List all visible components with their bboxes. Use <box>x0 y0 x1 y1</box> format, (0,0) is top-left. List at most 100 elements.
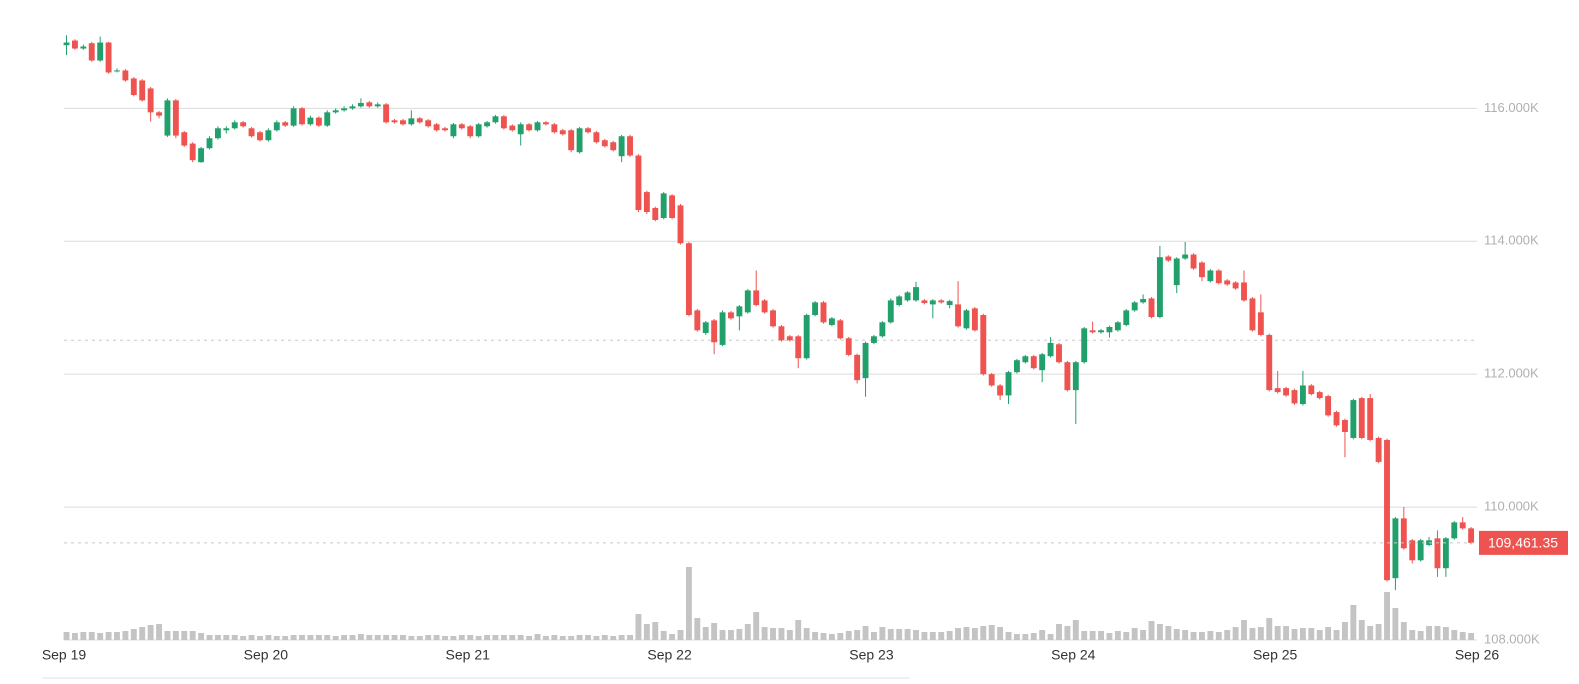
volume-bar <box>1199 632 1205 640</box>
volume-bar <box>1005 632 1012 640</box>
volume-bar <box>963 627 970 640</box>
candle-body <box>181 132 188 146</box>
candle-body <box>257 132 263 141</box>
volume-bar <box>500 635 507 640</box>
candle-body <box>585 128 591 133</box>
candle-body <box>795 336 802 359</box>
volume-bar <box>1182 630 1189 640</box>
volume-bar <box>231 635 238 640</box>
candle-body <box>694 310 701 331</box>
y-tick-label: 114.000K <box>1484 233 1539 248</box>
candle-body <box>484 122 491 127</box>
candle-body <box>971 308 978 331</box>
candle-body <box>164 100 171 136</box>
volume-bar <box>484 635 491 640</box>
volume-bar <box>1442 627 1449 640</box>
candle-body <box>332 110 339 113</box>
volume-bar <box>1266 618 1273 640</box>
volume-bar <box>803 628 810 640</box>
volume-bar <box>585 635 591 640</box>
volume-bar <box>719 630 726 640</box>
candle-body <box>214 128 221 139</box>
volume-bar <box>1022 634 1029 640</box>
volume-bar <box>315 635 322 640</box>
volume-bar <box>559 636 566 640</box>
volume-bar <box>307 635 314 640</box>
candle-body <box>1308 385 1315 395</box>
volume-bar <box>383 635 390 640</box>
volume-bar <box>601 635 608 640</box>
candle-body <box>534 122 541 131</box>
candle-body <box>1241 282 1247 301</box>
candle-body <box>1030 356 1037 369</box>
candle-body <box>1325 396 1332 416</box>
volume-bar <box>450 636 457 640</box>
candle-body <box>1148 298 1155 318</box>
candle-body <box>913 287 919 301</box>
candle-body <box>1375 437 1382 462</box>
candle-body <box>1165 256 1172 261</box>
candle-body <box>147 88 154 113</box>
candle-body <box>728 312 734 319</box>
volume-bar <box>1098 631 1104 640</box>
volume-bar <box>795 620 802 640</box>
volume-bar <box>458 635 465 640</box>
y-tick-label: 116.000K <box>1484 100 1539 115</box>
candle-body <box>988 374 995 386</box>
candle-body <box>1098 330 1104 333</box>
candle-body <box>753 290 760 306</box>
candle-body <box>307 117 314 125</box>
volume-bar <box>660 631 667 640</box>
volume-bar <box>761 627 768 640</box>
candle-body <box>736 306 743 317</box>
candle-body <box>1173 258 1180 286</box>
candle-body <box>1089 330 1096 333</box>
candle-body <box>383 104 390 123</box>
volume-bar <box>416 636 423 640</box>
volume-bar <box>122 631 129 640</box>
x-tick-label: Sep 22 <box>647 647 692 663</box>
candle-body <box>1199 262 1205 278</box>
last-price-label: 109,461.35 <box>1488 535 1558 551</box>
volume-bar <box>156 624 162 640</box>
candle-body <box>400 120 406 125</box>
volume-bar <box>551 635 558 640</box>
volume-bar <box>610 636 617 640</box>
volume-bar <box>164 631 171 640</box>
volume-bar <box>786 630 793 640</box>
volume-bar <box>643 624 650 640</box>
volume-bar <box>1047 634 1054 640</box>
candle-body <box>433 124 440 131</box>
candle-body <box>1249 298 1256 331</box>
volume-bar <box>1089 631 1096 640</box>
candle-body <box>1434 538 1441 569</box>
volume-bar <box>1325 627 1332 640</box>
volume-bar <box>366 635 373 640</box>
volume-bar <box>946 631 953 640</box>
candle-body <box>770 310 776 327</box>
candle-body <box>812 302 819 316</box>
volume-bar <box>1064 626 1071 640</box>
candle-body <box>1140 299 1147 303</box>
volume-bar <box>1342 622 1348 640</box>
volume-bar <box>282 636 289 640</box>
x-tick-label: Sep 24 <box>1051 647 1096 663</box>
candle-body <box>1156 257 1163 318</box>
last-price-badge <box>1479 530 1568 555</box>
candle-body <box>997 385 1004 396</box>
volume-bar <box>1375 624 1382 640</box>
candle-body <box>980 315 987 375</box>
candle-body <box>282 122 289 126</box>
volume-bar <box>1291 629 1298 640</box>
y-tick-label: 112.000K <box>1484 366 1539 381</box>
candle-body <box>248 128 255 137</box>
volume-bar <box>1106 633 1113 640</box>
volume-bar <box>400 635 406 640</box>
volume-bar <box>475 636 482 640</box>
candle-body <box>652 208 659 220</box>
candle-body <box>837 320 844 339</box>
candle-body <box>1291 390 1298 404</box>
volume-bar <box>189 631 196 640</box>
x-tick-label: Sep 26 <box>1455 647 1500 663</box>
candle-body <box>1224 280 1231 285</box>
